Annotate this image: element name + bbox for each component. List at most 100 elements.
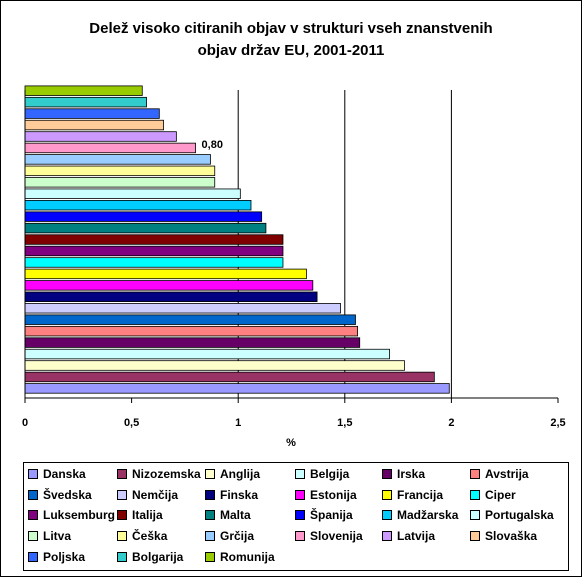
bar-estonija [24, 280, 314, 291]
x-tick-label: 2,5 [550, 417, 565, 429]
legend-swatch [28, 531, 38, 541]
legend-label: Portugalska [485, 508, 554, 522]
legend-item: Madžarska [382, 507, 458, 523]
legend-item: Slovaška [470, 528, 537, 544]
legend-swatch [28, 510, 38, 520]
legend-swatch [470, 490, 480, 500]
bar-španija [24, 211, 263, 222]
legend-item: Finska [205, 487, 258, 503]
bar-anglija [24, 360, 405, 371]
legend-swatch [117, 490, 127, 500]
bar-latvija [24, 131, 177, 142]
legend-item: Latvija [382, 528, 435, 544]
legend-item: Nizozemska [117, 466, 201, 482]
legend-swatch [470, 469, 480, 479]
legend-item: Španija [295, 507, 353, 523]
bar-litva [24, 177, 216, 188]
legend-swatch [117, 510, 127, 520]
bar-ciper [24, 257, 284, 268]
x-axis-label: % [286, 437, 296, 449]
chart-title: Delež visoko citiranih objav v strukturi… [40, 18, 542, 62]
legend-label: Madžarska [397, 508, 459, 522]
legend-swatch [28, 490, 38, 500]
legend-item: Italija [117, 507, 163, 523]
legend-item: Francija [382, 487, 443, 503]
legend-label: Nizozemska [132, 467, 201, 481]
bar-luksemburg [24, 245, 284, 257]
bar-poljska [24, 108, 160, 119]
legend-item: Ciper [470, 487, 516, 503]
legend-label: Španija [310, 508, 353, 522]
legend-label: Anglija [220, 467, 261, 481]
legend-label: Italija [132, 508, 163, 522]
legend-item: Irska [382, 466, 425, 482]
bar-finska [24, 291, 318, 303]
legend-swatch [117, 552, 127, 562]
x-axis: 0 0,5 1 1,5 2 2,5 [22, 90, 566, 429]
x-tick-label: 2 [448, 417, 454, 429]
bar-italija [24, 234, 284, 245]
legend-swatch [28, 552, 38, 562]
legend-label: Bolgarija [132, 550, 184, 564]
legend-label: Finska [220, 488, 259, 502]
legend-swatch [117, 469, 127, 479]
legend-swatch [28, 469, 38, 479]
bar-švedska [24, 314, 356, 325]
legend-swatch [205, 531, 215, 541]
legend-label: Malta [220, 508, 251, 522]
legend-label: Slovenija [310, 529, 363, 543]
legend-label: Grčija [220, 529, 255, 543]
legend-label: Ciper [485, 488, 516, 502]
bar-francija [24, 268, 307, 280]
legend-swatch [205, 469, 215, 479]
bar-bolgarija [24, 96, 147, 108]
legend-item: Nemčija [117, 487, 178, 503]
legend-swatch [470, 531, 480, 541]
legend-label: Irska [397, 467, 426, 481]
legend-label: Francija [397, 488, 444, 502]
legend-label: Slovaška [485, 529, 538, 543]
chart-title-line-1: Delež visoko citiranih objav v strukturi… [89, 20, 493, 37]
legend-item: Grčija [205, 528, 254, 544]
legend-item: Portugalska [470, 507, 554, 523]
bar-grčija [24, 154, 211, 165]
legend-swatch [205, 490, 215, 500]
legend-item: Belgija [295, 466, 349, 482]
bar-nemčija [24, 303, 341, 314]
x-tick-label: 1,5 [337, 417, 352, 429]
legend-swatch [205, 552, 215, 562]
legend-item: Švedska [28, 487, 92, 503]
legend-item: Avstrija [470, 466, 529, 482]
legend-item: Poljska [28, 549, 85, 565]
legend-swatch [205, 510, 215, 520]
legend-label: Poljska [43, 550, 86, 564]
legend-swatch [295, 490, 305, 500]
legend-label: Češka [132, 529, 168, 543]
bar-slovenija [24, 142, 196, 154]
legend-swatch [382, 469, 392, 479]
legend-label: Litva [43, 529, 72, 543]
legend-item: Slovenija [295, 528, 363, 544]
legend-item: Danska [28, 466, 86, 482]
bar-irska [24, 337, 361, 348]
legend-item: Anglija [205, 466, 260, 482]
bar-češka [24, 165, 216, 177]
legend-label: Avstrija [485, 467, 529, 481]
legend-swatch [382, 490, 392, 500]
legend-item: Litva [28, 528, 71, 544]
legend-item: Malta [205, 507, 251, 523]
x-tick-label: 1 [235, 417, 241, 429]
legend-swatch [382, 510, 392, 520]
bar-avstrija [24, 325, 358, 337]
legend-swatch [295, 469, 305, 479]
bar-slovaška [24, 119, 164, 131]
legend-label: Nemčija [132, 488, 179, 502]
data-label: 0,80 [202, 139, 223, 151]
legend-label: Latvija [397, 529, 436, 543]
legend-item: Bolgarija [117, 549, 183, 565]
legend-item: Romunija [205, 549, 275, 565]
bar-belgija [24, 348, 390, 360]
legend-item: Luksemburg [28, 507, 115, 523]
bar-malta [24, 222, 267, 234]
